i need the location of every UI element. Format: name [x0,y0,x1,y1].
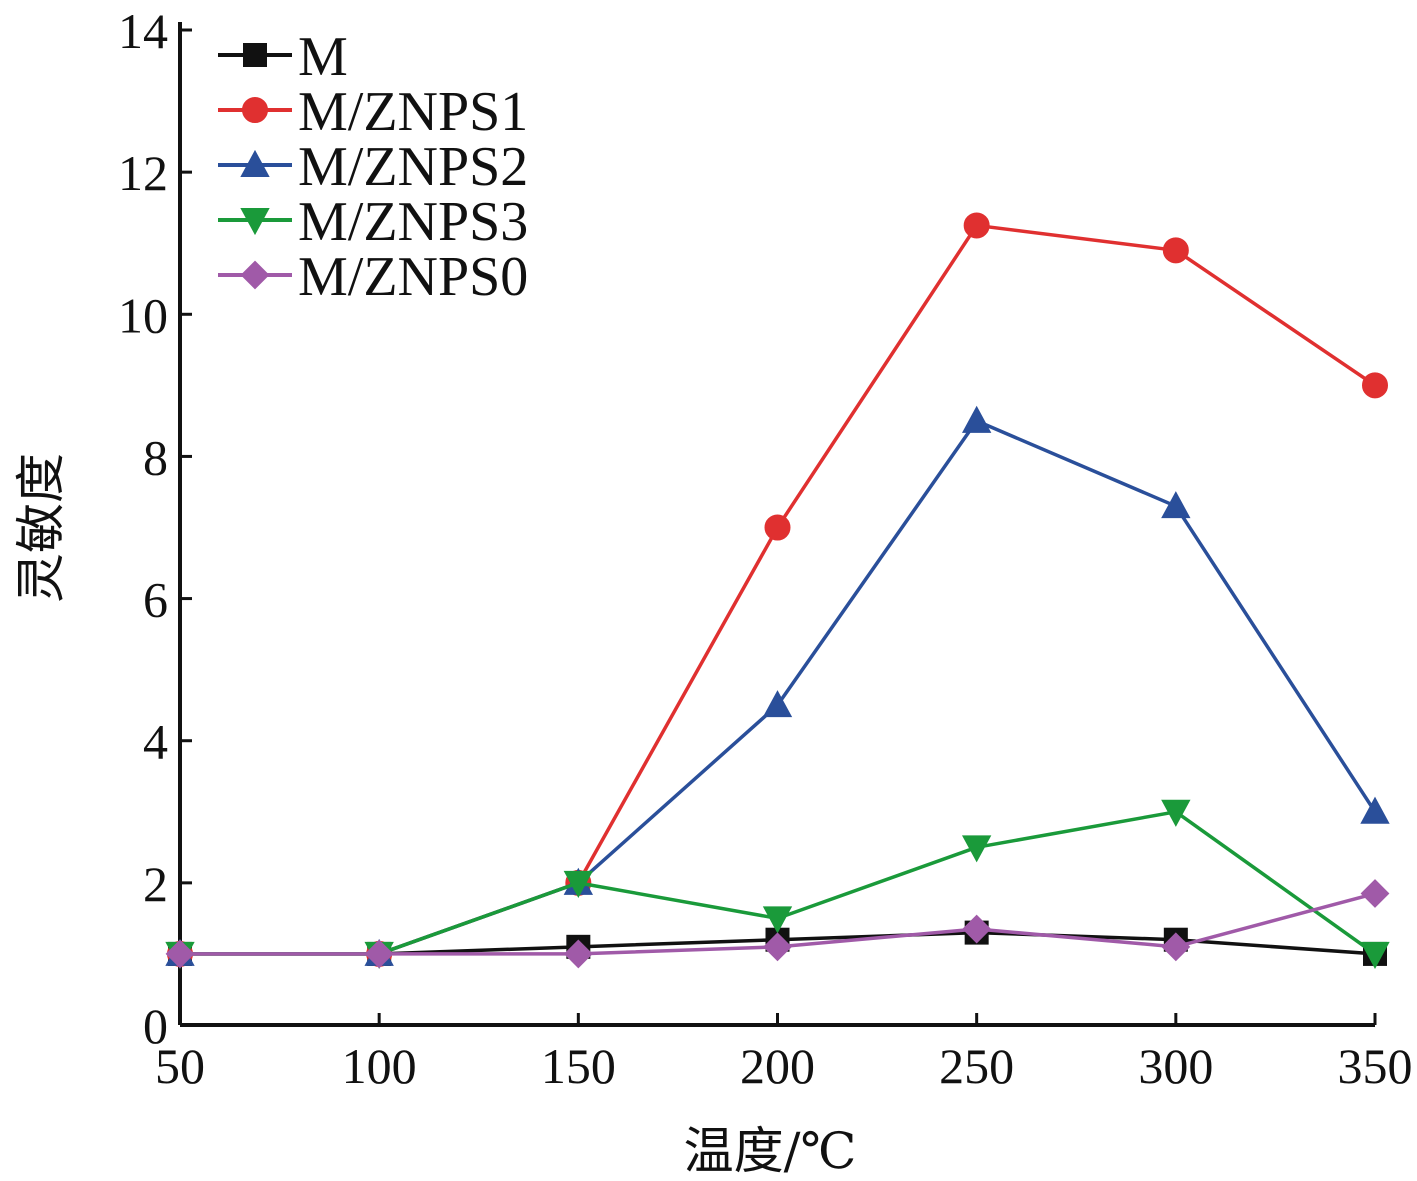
legend-label: M/ZNPS1 [298,81,528,143]
series-layer [165,212,1390,970]
legend-marker [240,260,270,290]
x-tick-label: 250 [939,1038,1014,1094]
legend-item: M/ZNPS1 [218,81,528,143]
data-point [762,690,793,718]
legend-marker [242,97,268,123]
legend-item: M/ZNPS3 [218,191,528,253]
legend-label: M/ZNPS0 [298,246,528,308]
axes: 0 2 4 6 8 10 12 14 50 100 150 200 250 300 350 [118,3,1413,1094]
data-point [165,939,195,969]
data-point [963,212,990,239]
series-line [180,419,1377,956]
x-tick-label: 50 [155,1038,205,1094]
data-point [961,405,992,433]
y-tick-label: 14 [118,3,168,59]
x-tick-label: 150 [541,1038,616,1094]
data-point [563,939,593,969]
x-tick-label: 100 [342,1038,417,1094]
data-point [1161,932,1191,962]
y-tick-label: 2 [143,856,168,912]
y-tick-label: 6 [143,572,168,628]
data-point [1360,796,1390,824]
data-point [563,870,594,898]
legend-marker [240,149,270,177]
y-axis-title: 灵敏度 [12,453,70,603]
legend-item: M/ZNPS2 [218,136,528,198]
data-point [763,932,792,962]
legend-marker [240,208,270,236]
data-point [762,906,793,934]
legend-label: M/ZNPS2 [298,136,528,198]
x-tick-label: 300 [1138,1038,1213,1094]
data-point [1362,372,1388,399]
y-tick-label: 8 [143,429,168,485]
data-point [961,835,992,863]
series-m-znps0 [165,879,1390,969]
data-point [962,914,992,944]
y-tick-label: 0 [143,998,168,1054]
data-point [364,939,394,969]
y-tick-label: 10 [118,287,168,343]
series-m-znps1 [167,212,1388,967]
data-point [1162,237,1189,264]
legend-item: M [218,26,348,88]
y-tick-label: 4 [143,714,168,770]
data-point [1360,879,1390,908]
series-m-znps2 [165,405,1390,966]
data-point [764,514,791,541]
data-point [1360,941,1390,970]
x-tick-label: 200 [740,1038,815,1094]
x-axis-title: 温度/℃ [684,1122,857,1180]
series-line [180,223,1376,956]
legend-label: M [298,26,348,88]
data-point [1161,799,1191,827]
x-tick-label: 350 [1338,1038,1413,1094]
data-point [1161,491,1191,519]
legend-label: M/ZNPS3 [298,191,528,253]
y-tick-label: 12 [118,145,168,201]
legend-marker [243,43,267,67]
legend-item: M/ZNPS0 [218,246,528,308]
